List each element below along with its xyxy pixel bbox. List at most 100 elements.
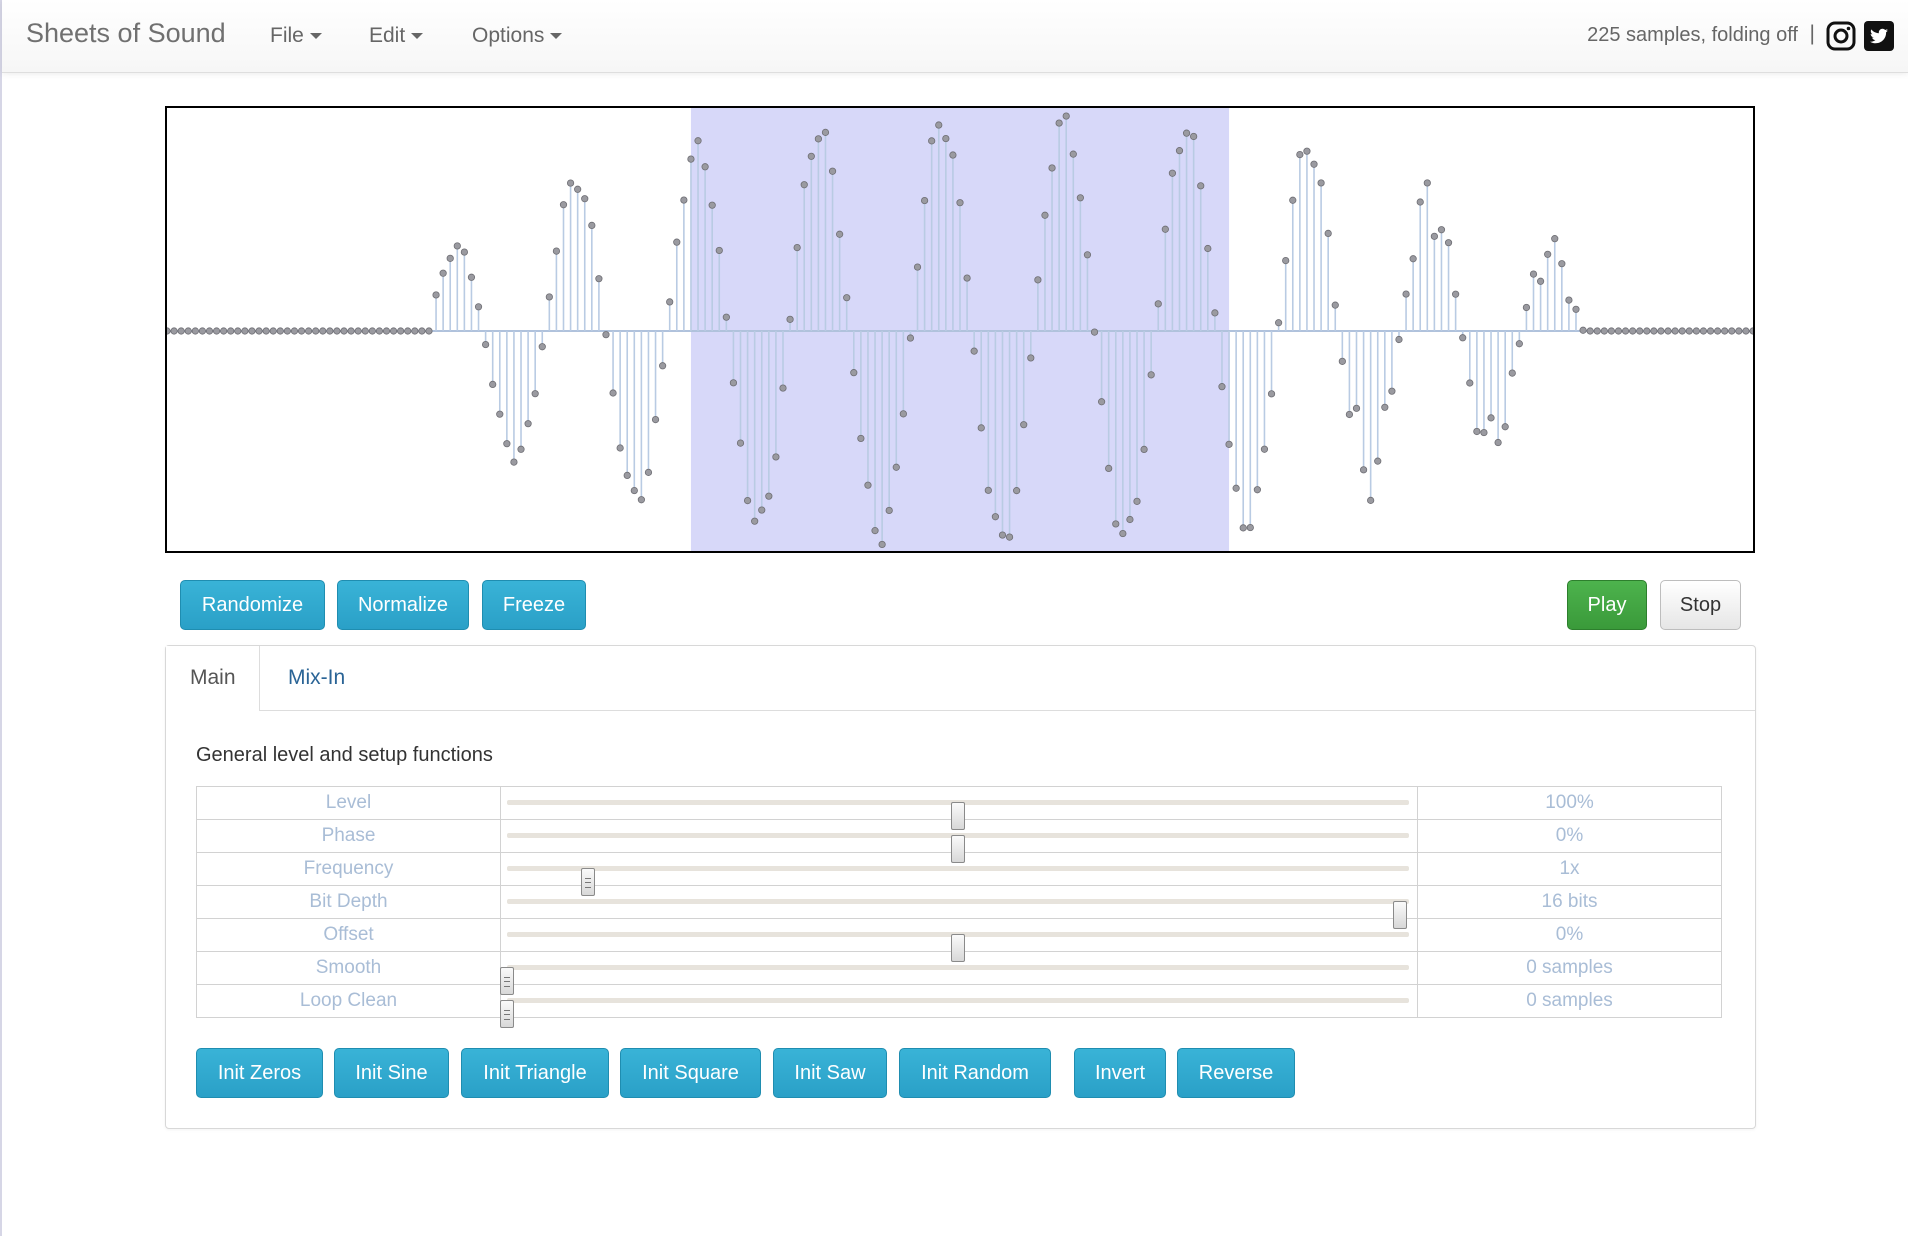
sample-point[interactable] (1551, 235, 1559, 243)
sample-point[interactable] (1175, 147, 1184, 155)
sample-point[interactable] (1614, 327, 1623, 335)
sample-point[interactable] (906, 334, 915, 342)
sample-point[interactable] (305, 327, 313, 335)
sample-point[interactable] (1289, 196, 1297, 204)
sample-point[interactable] (963, 274, 971, 282)
sample-point[interactable] (821, 128, 830, 136)
sample-point[interactable] (496, 410, 504, 418)
sample-point[interactable] (1452, 290, 1460, 298)
sample-point[interactable] (1069, 150, 1077, 158)
sample-point[interactable] (694, 137, 702, 145)
sample-point[interactable] (871, 527, 879, 535)
sample-point[interactable] (1020, 421, 1028, 429)
sample-point[interactable] (531, 390, 539, 398)
sample-point[interactable] (326, 327, 334, 335)
sample-point[interactable] (1352, 404, 1361, 412)
sample-point[interactable] (998, 531, 1007, 539)
sample-point[interactable] (899, 410, 907, 418)
edit-menu[interactable]: Edit (369, 24, 424, 48)
sample-point[interactable] (283, 327, 291, 335)
sample-point[interactable] (977, 424, 985, 432)
sample-point[interactable] (1501, 423, 1509, 431)
sample-point[interactable] (1728, 327, 1736, 335)
sample-point[interactable] (453, 242, 461, 250)
sample-point[interactable] (510, 458, 518, 466)
sample-point[interactable] (340, 327, 348, 335)
sample-point[interactable] (609, 389, 617, 397)
offset-slider[interactable] (500, 918, 1418, 962)
sample-point[interactable] (255, 327, 263, 335)
sample-point[interactable] (722, 313, 730, 321)
sample-point[interactable] (588, 221, 596, 230)
sample-point[interactable] (1147, 371, 1155, 379)
sample-point[interactable] (970, 347, 978, 355)
slider-track[interactable] (507, 866, 1409, 896)
sample-point[interactable] (644, 468, 653, 476)
sample-point[interactable] (758, 506, 766, 514)
sample-point[interactable] (446, 254, 454, 262)
sample-point[interactable] (404, 327, 412, 335)
sample-point[interactable] (205, 327, 214, 335)
sample-point[interactable] (241, 327, 249, 335)
sample-point[interactable] (765, 492, 773, 500)
level-slider[interactable] (500, 786, 1418, 830)
sample-point[interactable] (184, 327, 192, 335)
sample-point[interactable] (503, 440, 511, 448)
sample-point[interactable] (666, 298, 674, 306)
sample-point[interactable] (474, 303, 483, 311)
sample-point[interactable] (354, 327, 362, 335)
sample-point[interactable] (920, 196, 929, 205)
file-menu[interactable]: File (270, 24, 322, 48)
instagram-icon[interactable] (1826, 21, 1856, 51)
sample-point[interactable] (1204, 244, 1212, 253)
bit-depth-slider[interactable] (500, 885, 1418, 929)
init-triangle-button[interactable]: Init Triangle (461, 1048, 609, 1098)
sample-point[interactable] (850, 369, 858, 377)
play-button[interactable]: Play (1567, 580, 1647, 630)
sample-point[interactable] (1041, 211, 1049, 219)
sample-point[interactable] (397, 327, 405, 335)
sample-point[interactable] (1126, 515, 1134, 524)
sample-point[interactable] (935, 121, 943, 129)
slider-track[interactable] (507, 800, 1409, 830)
sample-point[interactable] (1317, 179, 1325, 187)
sample-point[interactable] (1487, 414, 1495, 422)
sample-point[interactable] (786, 315, 794, 323)
sample-point[interactable] (843, 294, 851, 302)
sample-point[interactable] (389, 327, 398, 335)
sample-point[interactable] (1331, 301, 1339, 309)
sample-point[interactable] (1232, 484, 1240, 492)
slider-track[interactable] (507, 899, 1409, 929)
sample-point[interactable] (956, 199, 964, 207)
sample-point[interactable] (1444, 239, 1453, 247)
sample-point[interactable] (680, 196, 688, 204)
init-zeros-button[interactable]: Init Zeros (196, 1048, 323, 1098)
sample-point[interactable] (1423, 179, 1431, 187)
sample-point[interactable] (892, 463, 900, 471)
sample-point[interactable] (1013, 487, 1021, 495)
sample-point[interactable] (743, 497, 752, 505)
sample-point[interactable] (1225, 440, 1233, 448)
sample-point[interactable] (1706, 327, 1715, 335)
frequency-slider[interactable] (500, 852, 1418, 896)
sample-point[interactable] (1062, 112, 1070, 120)
sample-point[interactable] (177, 327, 185, 335)
randomize-button[interactable]: Randomize (180, 580, 325, 630)
sample-point[interactable] (1515, 340, 1523, 348)
sample-point[interactable] (1324, 229, 1332, 237)
sample-point[interactable] (1119, 529, 1127, 538)
sample-point[interactable] (793, 243, 801, 252)
sample-point[interactable] (538, 343, 546, 351)
sample-point[interactable] (1473, 427, 1481, 436)
sample-point[interactable] (807, 152, 815, 160)
sample-point[interactable] (1027, 354, 1035, 362)
tab-mix-in[interactable]: Mix-In (288, 666, 346, 689)
sample-point[interactable] (1048, 164, 1056, 172)
sample-point[interactable] (1607, 327, 1615, 335)
sample-point[interactable] (167, 327, 171, 335)
sample-point[interactable] (1055, 119, 1063, 127)
sample-point[interactable] (1735, 327, 1743, 335)
sample-point[interactable] (581, 195, 589, 203)
freeze-button[interactable]: Freeze (482, 580, 586, 630)
sample-point[interactable] (467, 273, 476, 281)
